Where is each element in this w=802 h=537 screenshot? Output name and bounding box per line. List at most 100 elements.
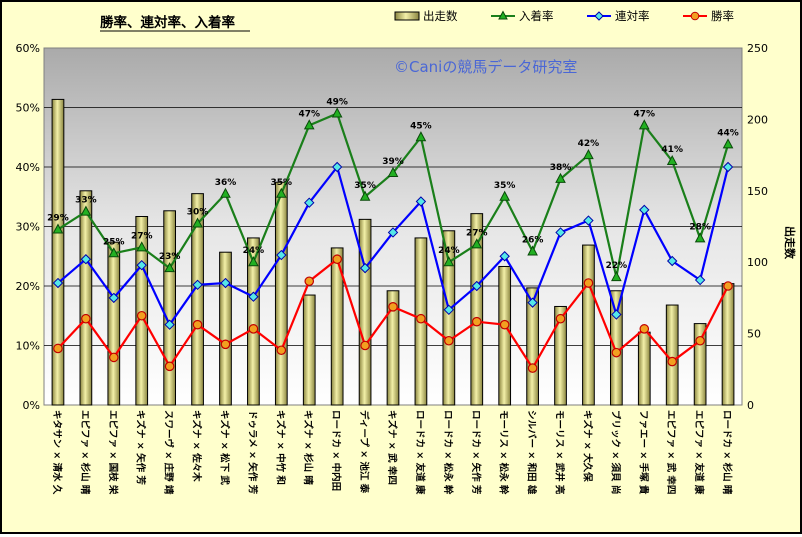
category-label: エピファ × 武 幸四 — [665, 410, 677, 494]
point-triangle — [443, 256, 455, 267]
axes: 0% 10% 20% 30% 40% 50% 60% 0 50 100 150 200 250 キタサン … — [16, 42, 768, 495]
point-triangle — [52, 223, 64, 234]
bar-series — [51, 98, 735, 406]
bar — [247, 237, 260, 406]
point-triangle — [275, 187, 287, 198]
category-label: キズナ × 佐々木 — [191, 410, 203, 482]
category-label: エピファ × 友道 康 — [693, 410, 705, 495]
category-label: キズナ × 松下 武 — [218, 410, 230, 485]
point-triangle — [136, 241, 148, 252]
category-label: ロードカ × 中内田 — [330, 410, 342, 491]
data-label: 35% — [494, 181, 516, 191]
point-circle — [639, 324, 650, 334]
legend-marker — [690, 11, 700, 21]
line-series: 29% 33% 25% 27% 23% 30% 36% 24% 35% 47% 49% 35% 39% 4… — [47, 97, 739, 373]
point-circle — [53, 343, 63, 354]
point-circle — [723, 281, 733, 291]
point-triangle — [471, 238, 483, 249]
category-label: ブリック × 須貝 尚 — [609, 410, 621, 494]
bar — [665, 304, 679, 406]
point-triangle — [583, 149, 594, 160]
category-label: キズナ × 杉山 晴 — [302, 410, 314, 485]
bar — [582, 244, 595, 406]
category-label: ロードカ × 友道 康 — [414, 410, 426, 495]
point-circle — [332, 254, 342, 265]
bar — [693, 323, 707, 406]
y-tick-label: 0% — [23, 399, 40, 412]
point-circle — [220, 339, 231, 350]
bar — [135, 216, 149, 406]
point-triangle — [415, 131, 427, 142]
category-label: キタサン × 清水 久 — [51, 410, 63, 495]
data-label: 25% — [103, 237, 125, 247]
point-diamond — [415, 196, 427, 207]
point-circle — [164, 361, 175, 372]
point-diamond — [694, 274, 706, 286]
y2-tick-label: 50 — [747, 328, 761, 341]
bar — [302, 294, 316, 406]
category-label: エピファ × 杉山 晴 — [79, 410, 91, 495]
category-label: ロードカ × 矢作 芳 — [470, 410, 482, 495]
point-triangle — [248, 256, 259, 267]
data-label: 26% — [522, 235, 544, 245]
category-label: ディープ × 池江 泰 — [358, 410, 370, 494]
category-label: エピファ × 国枝 栄 — [107, 410, 119, 495]
data-label: 24% — [438, 246, 460, 256]
data-label: 29% — [47, 213, 69, 223]
point-diamond — [220, 277, 231, 289]
point-diamond — [387, 227, 399, 238]
point-circle — [388, 302, 398, 312]
bar — [386, 290, 400, 406]
point-triangle — [359, 190, 371, 201]
category-label: キズナ × 大久保 — [581, 410, 593, 482]
category-label: キズナ × 矢作 芳 — [135, 410, 147, 485]
data-label: 35% — [271, 178, 293, 188]
point-diamond — [359, 262, 371, 274]
data-label: 27% — [131, 231, 153, 241]
data-label: 39% — [382, 157, 404, 167]
data-label: 45% — [410, 121, 432, 131]
data-label: 33% — [75, 196, 97, 206]
point-circle — [416, 313, 426, 324]
y-tick-label: 20% — [16, 280, 40, 293]
data-label: 22% — [606, 261, 628, 271]
legend: 出走数 入着率 連対率 勝率 — [394, 9, 734, 23]
data-label: 44% — [717, 128, 739, 138]
point-diamond — [499, 251, 510, 262]
point-circle — [136, 310, 147, 321]
data-label: 23% — [159, 252, 181, 262]
bar — [107, 241, 121, 406]
point-diamond — [192, 279, 203, 291]
bar — [358, 218, 372, 406]
point-triangle — [108, 247, 120, 258]
point-triangle — [499, 190, 511, 201]
data-label: 27% — [466, 228, 488, 238]
y2-tick-label: 0 — [747, 399, 754, 412]
point-circle — [499, 319, 510, 330]
point-diamond — [331, 161, 343, 173]
point-triangle — [555, 172, 566, 183]
bar — [721, 283, 735, 406]
point-triangle — [722, 138, 734, 149]
point-diamond — [666, 255, 678, 267]
category-label: スワーヴ × 庄野 靖 — [163, 410, 175, 495]
point-circle — [471, 316, 482, 327]
point-diamond — [583, 215, 594, 226]
point-triangle — [611, 271, 622, 282]
point-circle — [444, 335, 454, 346]
bar — [554, 305, 567, 406]
point-diamond — [527, 297, 538, 308]
point-diamond — [443, 304, 455, 316]
chart-title: 勝率、連対率、入着率 — [100, 14, 235, 31]
bar — [191, 193, 204, 406]
point-triangle — [303, 119, 315, 130]
point-circle — [248, 324, 259, 334]
y-tick-label: 40% — [16, 161, 40, 174]
point-diamond — [639, 204, 650, 216]
point-circle — [695, 335, 705, 346]
point-circle — [527, 363, 538, 373]
data-label: 35% — [354, 181, 376, 191]
legend-label: 入着率 — [519, 9, 554, 23]
point-diamond — [108, 292, 120, 304]
